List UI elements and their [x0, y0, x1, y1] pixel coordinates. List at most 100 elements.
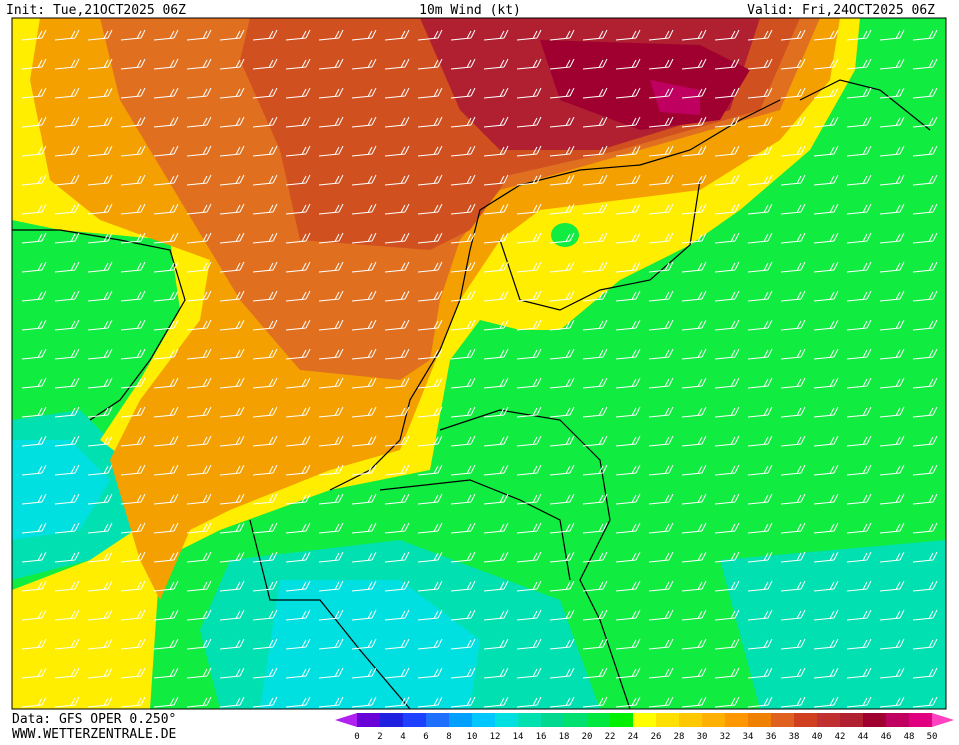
- wind-barb: [120, 406, 146, 418]
- wind-barb: [912, 522, 938, 534]
- wind-barb: [87, 377, 113, 389]
- wind-barb: [516, 261, 542, 273]
- wind-barb: [87, 290, 113, 302]
- wind-barb: [912, 493, 938, 505]
- wind-barb: [417, 435, 443, 447]
- wind-barb: [285, 638, 311, 650]
- wind-barb: [21, 319, 47, 331]
- wind-barb: [318, 493, 344, 505]
- wind-barb: [846, 203, 872, 215]
- wind-barb: [285, 609, 311, 621]
- wind-barb: [450, 145, 476, 157]
- wind-barb: [582, 377, 608, 389]
- wind-barb: [681, 580, 707, 592]
- wind-barb: [450, 696, 476, 708]
- colorbar-label: 40: [812, 732, 823, 741]
- wind-barb: [681, 290, 707, 302]
- wind-barb: [912, 435, 938, 447]
- wind-barb: [384, 609, 410, 621]
- wind-barb: [351, 290, 377, 302]
- wind-barb: [582, 29, 608, 41]
- website: WWW.WETTERZENTRALE.DE: [12, 727, 176, 741]
- wind-barb: [120, 290, 146, 302]
- wind-barb: [417, 261, 443, 273]
- wind-barb: [648, 29, 674, 41]
- wind-barb: [516, 203, 542, 215]
- wind-barb: [417, 232, 443, 244]
- wind-barb: [252, 116, 278, 128]
- wind-barb: [714, 29, 740, 41]
- wind-barb: [219, 232, 245, 244]
- wind-barb: [846, 638, 872, 650]
- wind-barb: [483, 377, 509, 389]
- wind-barb: [417, 203, 443, 215]
- wind-barb: [747, 87, 773, 99]
- wind-barb: [252, 87, 278, 99]
- wind-barb: [516, 29, 542, 41]
- wind-barb: [714, 87, 740, 99]
- wind-barb: [384, 58, 410, 70]
- wind-barb: [87, 29, 113, 41]
- wind-barb: [120, 116, 146, 128]
- wind-barb: [120, 493, 146, 505]
- wind-barb: [219, 580, 245, 592]
- wind-barb: [615, 580, 641, 592]
- wind-barb: [120, 203, 146, 215]
- wind-barb: [648, 522, 674, 534]
- wind-barb: [912, 667, 938, 679]
- wind-barb: [285, 551, 311, 563]
- wind-barb: [153, 145, 179, 157]
- wind-barb: [186, 290, 212, 302]
- wind-barb: [549, 232, 575, 244]
- wind-barb: [219, 174, 245, 186]
- wind-barb: [648, 290, 674, 302]
- colorbar-segment: [909, 713, 932, 727]
- wind-barb: [384, 667, 410, 679]
- wind-barb: [582, 522, 608, 534]
- colorbar-segment: [449, 713, 472, 727]
- colorbar-segment: [610, 713, 633, 727]
- wind-barb: [549, 58, 575, 70]
- wind-barb: [912, 232, 938, 244]
- colorbar-label: 36: [766, 732, 777, 741]
- wind-barb: [417, 29, 443, 41]
- wind-barb: [54, 696, 80, 708]
- wind-barb: [252, 290, 278, 302]
- wind-barb: [450, 522, 476, 534]
- wind-barb: [549, 348, 575, 360]
- wind-barb: [351, 609, 377, 621]
- wind-barb: [120, 667, 146, 679]
- wind-barb: [846, 348, 872, 360]
- wind-barb: [87, 406, 113, 418]
- colorbar-segment: [564, 713, 587, 727]
- wind-barb: [384, 464, 410, 476]
- wind-barb: [285, 493, 311, 505]
- wind-barb: [219, 522, 245, 534]
- wind-barb: [318, 580, 344, 592]
- colorbar-label: 6: [423, 732, 428, 741]
- wind-barb: [615, 435, 641, 447]
- wind-barb: [252, 464, 278, 476]
- wind-barb: [879, 29, 905, 41]
- wind-barb: [186, 696, 212, 708]
- wind-barb: [318, 464, 344, 476]
- wind-barb: [813, 551, 839, 563]
- wind-barb: [846, 261, 872, 273]
- wind-barb: [252, 377, 278, 389]
- wind-barb: [153, 290, 179, 302]
- wind-barb: [714, 116, 740, 128]
- map-title: 10m Wind (kt): [419, 3, 521, 18]
- wind-barb: [417, 174, 443, 186]
- wind-barb: [186, 464, 212, 476]
- wind-barb: [153, 667, 179, 679]
- wind-barb: [318, 116, 344, 128]
- wind-barb: [747, 145, 773, 157]
- wind-barb: [549, 435, 575, 447]
- wind-barb: [516, 87, 542, 99]
- wind-barb: [681, 638, 707, 650]
- wind-barb: [549, 522, 575, 534]
- wind-barb: [681, 609, 707, 621]
- wind-barb: [516, 377, 542, 389]
- wind-barb: [648, 377, 674, 389]
- wind-barb: [252, 58, 278, 70]
